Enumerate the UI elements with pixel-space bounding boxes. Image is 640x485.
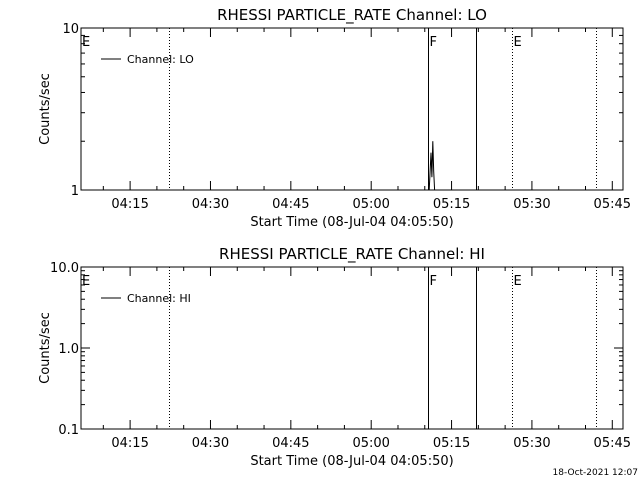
x-tick-label: 05:00 xyxy=(352,197,389,212)
x-tick-label: 05:15 xyxy=(433,436,470,451)
x-tick-label: 04:45 xyxy=(272,436,309,451)
x-tick-label: 05:30 xyxy=(513,436,550,451)
chart-title: RHESSI PARTICLE_RATE Channel: HI xyxy=(219,245,485,264)
event-marker-label: F xyxy=(430,274,437,289)
event-marker-label: E xyxy=(514,35,522,50)
y-tick-label: 1 xyxy=(71,184,79,199)
y-tick-label: 1.0 xyxy=(58,342,79,357)
event-marker-label: E xyxy=(514,274,522,289)
plot-frame xyxy=(80,27,624,191)
x-tick-label: 04:45 xyxy=(272,197,309,212)
footer-timestamp: 18-Oct-2021 12:07 xyxy=(553,468,638,478)
y-tick-label: 0.1 xyxy=(58,423,79,438)
x-tick-label: 04:30 xyxy=(192,436,229,451)
x-tick-label: 04:15 xyxy=(111,436,148,451)
x-tick-label: 04:30 xyxy=(192,197,229,212)
x-axis-label: Start Time (08-Jul-04 04:05:50) xyxy=(250,215,453,230)
y-tick-label: 10.0 xyxy=(50,261,79,276)
x-tick-label: 05:15 xyxy=(433,197,470,212)
x-tick-label: 05:00 xyxy=(352,436,389,451)
x-tick-label: 04:15 xyxy=(111,197,148,212)
edge-marker-label: E xyxy=(82,274,90,289)
data-series-line xyxy=(428,141,436,191)
y-axis-label: Counts/sec xyxy=(38,73,53,145)
x-axis-label: Start Time (08-Jul-04 04:05:50) xyxy=(250,454,453,469)
legend-entry: Channel: LO xyxy=(127,53,194,66)
y-tick-label: 10 xyxy=(62,22,79,37)
legend-entry: Channel: HI xyxy=(127,292,191,305)
x-tick-label: 05:45 xyxy=(594,197,631,212)
edge-marker-label: E xyxy=(82,35,90,50)
x-tick-label: 05:45 xyxy=(594,436,631,451)
x-tick-label: 05:30 xyxy=(513,197,550,212)
event-marker-label: F xyxy=(430,35,437,50)
y-axis-label: Counts/sec xyxy=(38,312,53,384)
chart-title: RHESSI PARTICLE_RATE Channel: LO xyxy=(217,6,487,25)
